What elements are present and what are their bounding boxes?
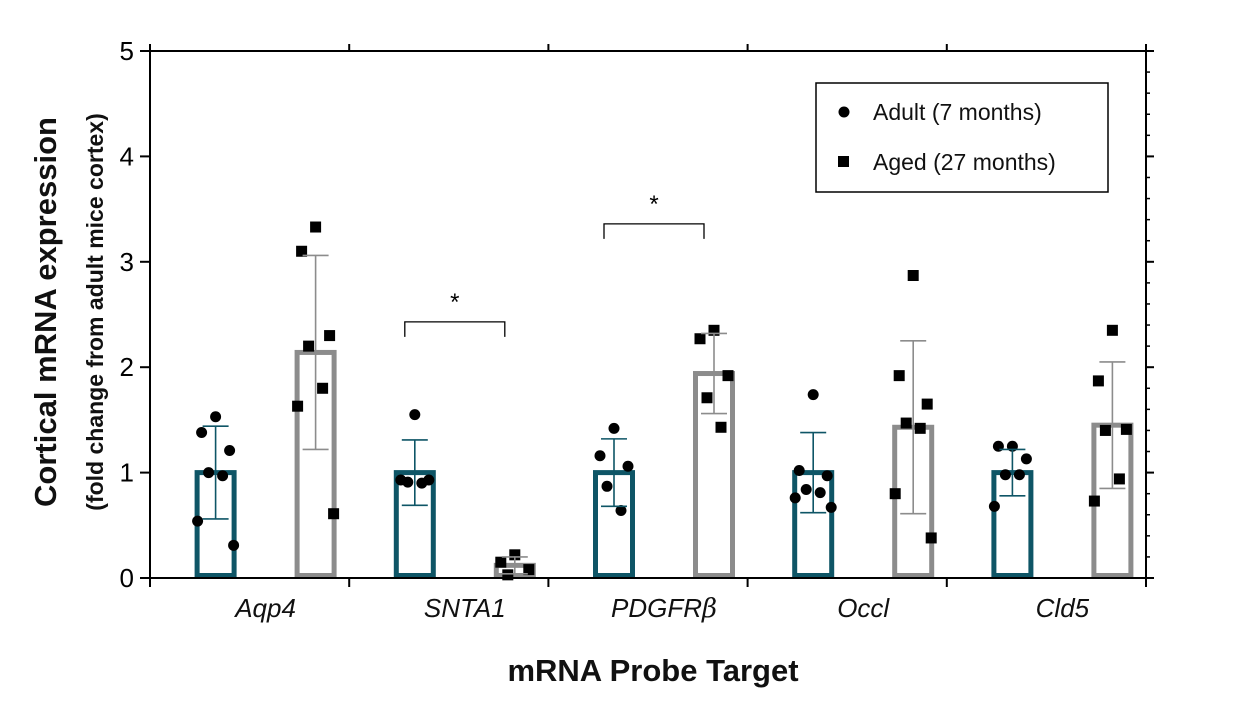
point-1-1-0 bbox=[509, 549, 521, 561]
point-0-2-4 bbox=[615, 505, 627, 517]
point-0-0-0 bbox=[210, 411, 222, 423]
point-0-0-5 bbox=[192, 515, 204, 527]
y-tick-label-2: 2 bbox=[120, 352, 134, 382]
point-1-0-6 bbox=[328, 508, 340, 520]
point-1-3-4 bbox=[914, 422, 926, 434]
point-0-4-5 bbox=[988, 500, 1000, 512]
category-label-main-0: Aqp4 bbox=[233, 593, 296, 623]
point-1-3-5 bbox=[889, 488, 901, 500]
point-0-3-4 bbox=[814, 487, 826, 499]
legend-label-aged: Aged (27 months) bbox=[873, 149, 1056, 175]
category-label-3: Occl bbox=[837, 593, 890, 623]
category-label-main-1: SNTA1 bbox=[424, 593, 506, 623]
y-axis-title: Cortical mRNA expression bbox=[28, 117, 63, 507]
category-label-0: Aqp4 bbox=[233, 593, 296, 623]
point-1-1-2 bbox=[523, 564, 535, 576]
sig-bracket-0 bbox=[404, 321, 506, 337]
point-1-3-6 bbox=[925, 532, 937, 544]
point-1-1-3 bbox=[502, 569, 514, 581]
point-0-2-3 bbox=[601, 480, 613, 492]
y-tick-label-1: 1 bbox=[120, 458, 134, 488]
y-tick-label-0: 0 bbox=[120, 563, 134, 593]
point-1-2-1 bbox=[694, 333, 706, 345]
point-1-0-0 bbox=[310, 221, 322, 233]
point-0-4-3 bbox=[999, 469, 1011, 481]
point-1-4-5 bbox=[1088, 495, 1100, 507]
category-label-symbol-2: β bbox=[701, 594, 717, 624]
point-0-3-1 bbox=[793, 464, 805, 476]
point-1-3-1 bbox=[893, 370, 905, 382]
point-1-4-4 bbox=[1113, 473, 1125, 485]
y-tick-label-5: 5 bbox=[120, 36, 134, 66]
point-1-0-1 bbox=[296, 245, 308, 257]
point-1-0-2 bbox=[324, 330, 336, 342]
point-0-4-4 bbox=[1013, 469, 1025, 481]
point-1-1-1 bbox=[495, 556, 507, 568]
point-0-3-5 bbox=[789, 492, 801, 504]
sig-bracket-1 bbox=[603, 223, 705, 239]
point-1-3-0 bbox=[907, 270, 919, 282]
point-0-1-3 bbox=[402, 476, 414, 488]
point-0-0-1 bbox=[196, 427, 208, 439]
sig-label-1: * bbox=[649, 191, 658, 218]
point-1-4-1 bbox=[1092, 375, 1104, 387]
category-label-main-3: Occl bbox=[837, 593, 890, 623]
point-0-0-4 bbox=[217, 470, 229, 482]
point-0-1-0 bbox=[409, 409, 421, 421]
point-1-4-2 bbox=[1120, 423, 1132, 435]
category-label-4: Cld5 bbox=[1036, 593, 1090, 623]
sig-label-0: * bbox=[450, 289, 459, 316]
point-0-3-0 bbox=[807, 389, 819, 401]
category-label-1: SNTA1 bbox=[424, 593, 506, 623]
point-0-3-6 bbox=[825, 501, 837, 513]
category-label-2: PDGFRβ bbox=[611, 593, 717, 624]
category-label-main-2: PDGFR bbox=[611, 593, 702, 623]
point-0-0-2 bbox=[224, 444, 236, 456]
point-0-0-6 bbox=[228, 539, 240, 551]
y-tick-label-4: 4 bbox=[120, 141, 134, 171]
point-1-3-3 bbox=[900, 417, 912, 429]
point-0-0-3 bbox=[203, 467, 215, 479]
point-1-3-2 bbox=[921, 398, 933, 410]
legend: Adult (7 months) Aged (27 months) bbox=[815, 82, 1109, 193]
point-0-4-2 bbox=[1020, 453, 1032, 465]
legend-marker-aged bbox=[838, 156, 849, 167]
point-0-3-3 bbox=[800, 483, 812, 495]
point-0-2-1 bbox=[594, 450, 606, 462]
legend-box bbox=[815, 82, 1109, 193]
point-0-2-0 bbox=[608, 422, 620, 434]
category-label-main-4: Cld5 bbox=[1036, 593, 1090, 623]
legend-marker-adult bbox=[838, 106, 850, 118]
point-1-2-0 bbox=[708, 324, 720, 336]
x-axis-title: mRNA Probe Target bbox=[507, 653, 798, 688]
point-1-2-3 bbox=[701, 392, 713, 404]
point-1-4-0 bbox=[1106, 324, 1118, 336]
point-1-2-4 bbox=[715, 421, 727, 433]
axes: 0 1 2 3 4 5 Aqp4 SNTA1 PDGFRβ Occl Cld5 bbox=[120, 36, 1154, 624]
point-1-0-3 bbox=[303, 340, 315, 352]
y-axis-subtitle: (fold change from adult mice cortex) bbox=[82, 113, 108, 510]
legend-label-adult: Adult (7 months) bbox=[873, 99, 1042, 125]
point-1-0-5 bbox=[292, 400, 304, 412]
point-1-2-2 bbox=[722, 370, 734, 382]
point-0-1-4 bbox=[416, 477, 428, 489]
point-1-4-3 bbox=[1099, 424, 1111, 436]
y-tick-label-3: 3 bbox=[120, 247, 134, 277]
point-0-3-2 bbox=[821, 470, 833, 482]
plot-marks: ** bbox=[192, 191, 1134, 581]
point-0-2-2 bbox=[622, 460, 634, 472]
point-1-0-4 bbox=[317, 382, 329, 394]
